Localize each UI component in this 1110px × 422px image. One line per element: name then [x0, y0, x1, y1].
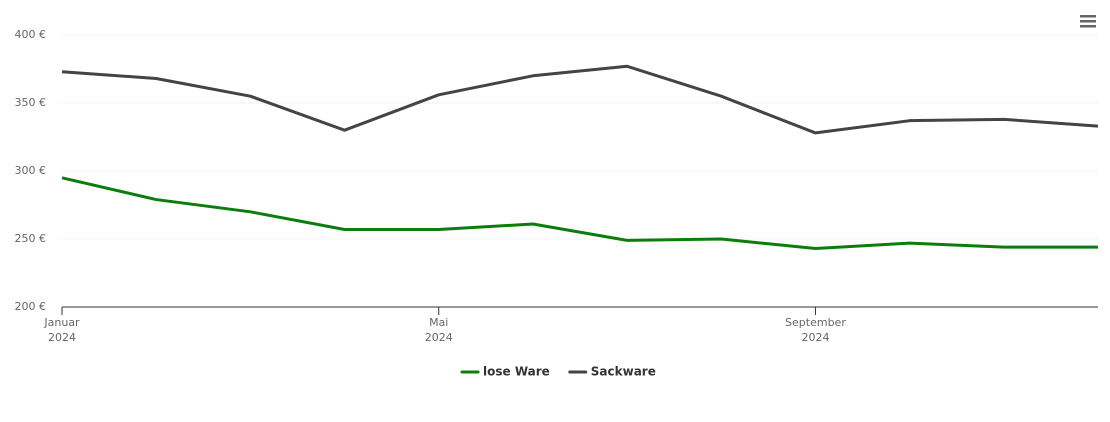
menu-button[interactable]	[1080, 15, 1096, 28]
line-series	[61, 176, 1098, 251]
legend: lose Ware Sackware	[460, 365, 656, 379]
y-tick-label: 300 €	[15, 164, 47, 177]
x-tick-label: Januar	[43, 316, 80, 329]
legend-item[interactable]: Sackware	[568, 365, 656, 379]
menu-bar	[1080, 15, 1096, 18]
menu-bar	[1080, 25, 1096, 28]
y-tick-label: 350 €	[15, 96, 47, 109]
x-tick-label: Mai	[429, 316, 448, 329]
x-tick-label: 2024	[48, 331, 76, 344]
legend-label: Sackware	[591, 365, 656, 379]
legend-label: lose Ware	[483, 365, 550, 379]
y-tick-label: 400 €	[15, 28, 47, 41]
y-tick-label: 200 €	[15, 300, 47, 313]
x-tick-label: 2024	[425, 331, 453, 344]
menu-bar	[1080, 20, 1096, 23]
y-tick-label: 250 €	[15, 232, 47, 245]
line-series	[61, 64, 1099, 135]
x-tick-label: 2024	[801, 331, 829, 344]
x-tick-label: September	[785, 316, 846, 329]
legend-item[interactable]: lose Ware	[460, 365, 550, 379]
